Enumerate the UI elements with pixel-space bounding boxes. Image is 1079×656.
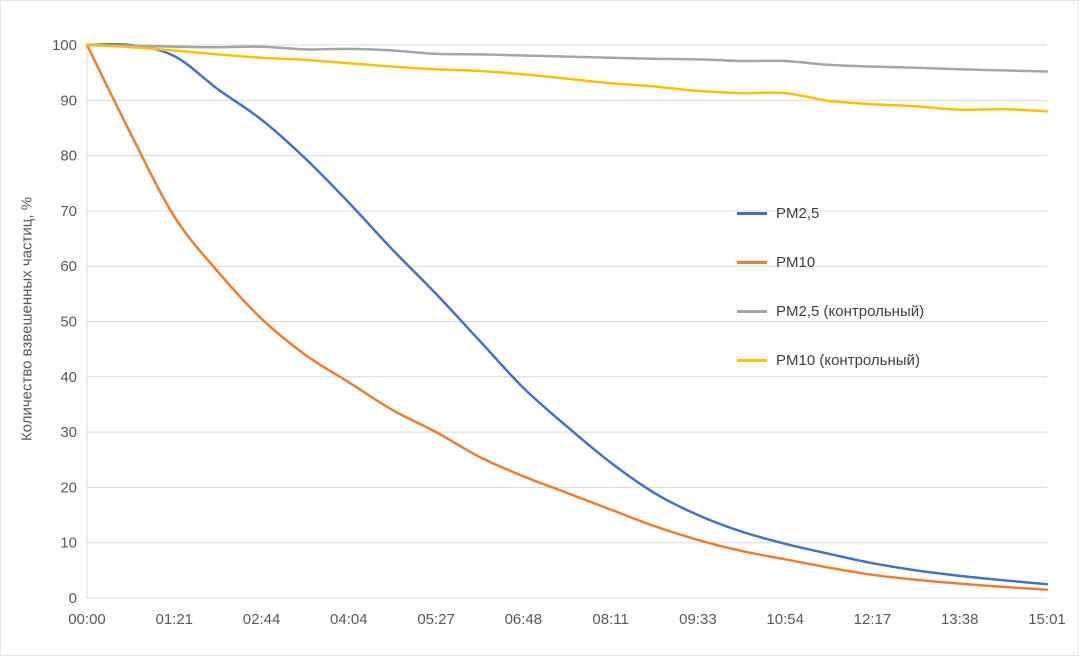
y-tick-label: 70 <box>60 203 77 220</box>
legend-item-pm10[interactable]: PM10 <box>737 252 924 272</box>
x-tick-label: 08:11 <box>592 611 628 628</box>
y-tick-label: 90 <box>60 92 77 109</box>
legend-label-pm10: PM10 <box>776 253 816 271</box>
y-tick-label: 0 <box>69 590 77 607</box>
y-tick-label: 10 <box>60 535 77 552</box>
legend-item-pm10-control[interactable]: PM10 (контрольный) <box>737 350 924 370</box>
legend-label-pm10-control: PM10 (контрольный) <box>776 351 920 369</box>
legend-label-pm25: PM2,5 <box>776 204 820 222</box>
y-tick-label: 80 <box>60 148 77 165</box>
x-tick-label: 09:33 <box>679 611 717 628</box>
x-tick-label: 02:44 <box>243 611 281 628</box>
legend-item-pm25[interactable]: PM2,5 <box>737 203 924 223</box>
legend-item-pm25-control[interactable]: PM2,5 (контрольный) <box>737 301 924 321</box>
legend: PM2,5 PM10 PM2,5 (контрольный) PM10 (кон… <box>737 203 924 370</box>
y-tick-label: 100 <box>52 37 77 54</box>
legend-swatch-pm10 <box>737 260 767 264</box>
x-tick-label: 15:01 <box>1028 611 1066 628</box>
legend-label-pm25-control: PM2,5 (контрольный) <box>776 302 925 320</box>
series-line-0[interactable] <box>85 42 1049 586</box>
series-line-3[interactable] <box>85 43 1049 113</box>
y-tick-label: 60 <box>60 258 77 275</box>
x-tick-label: 13:38 <box>941 611 979 628</box>
x-tick-label: 12:17 <box>854 611 892 628</box>
y-axis-title: Количество взвешенных частиц, % <box>18 196 36 442</box>
y-tick-label: 40 <box>60 369 77 386</box>
x-tick-label: 10:54 <box>766 611 804 628</box>
legend-swatch-pm10-control <box>737 358 767 362</box>
series-line-1[interactable] <box>85 43 1049 591</box>
y-tick-label: 30 <box>60 424 77 441</box>
x-tick-label: 01:21 <box>155 611 193 628</box>
x-tick-label: 04:04 <box>330 611 368 628</box>
x-tick-label: 06:48 <box>505 611 543 628</box>
x-tick-label: 00:00 <box>68 611 106 628</box>
legend-swatch-pm25-control <box>737 309 767 313</box>
x-tick-label: 05:27 <box>417 611 455 628</box>
y-tick-label: 20 <box>60 479 77 496</box>
series-line-2[interactable] <box>85 43 1049 73</box>
legend-swatch-pm25 <box>737 211 767 215</box>
y-tick-label: 50 <box>60 314 77 331</box>
